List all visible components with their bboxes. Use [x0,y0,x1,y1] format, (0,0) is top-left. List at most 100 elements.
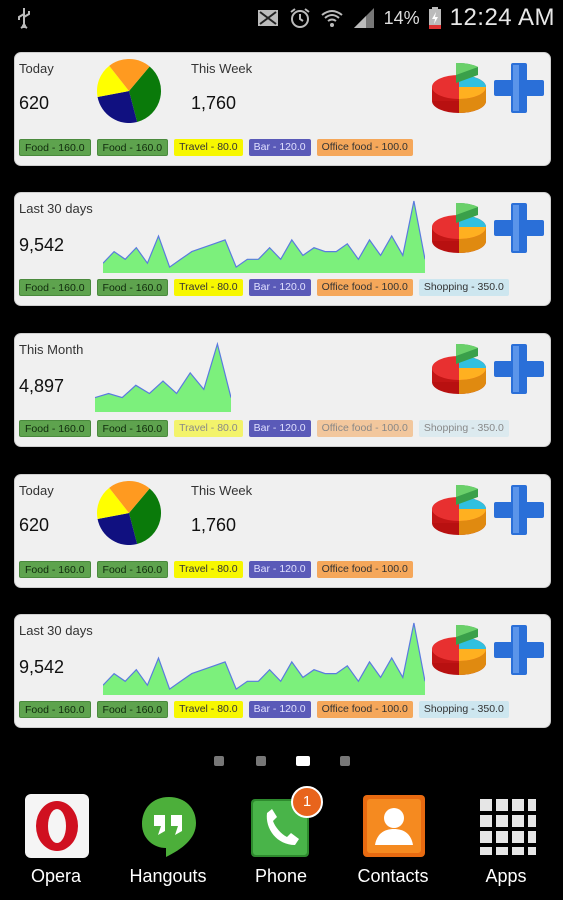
category-chip: Food - 160.0 [96,279,169,296]
contacts-icon[interactable] [361,793,427,859]
this-month-value: 4,897 [19,376,65,396]
this-week-label: This Week [191,483,253,498]
category-chip: Travel - 80.0 [174,561,243,578]
category-pie-chart [97,59,161,123]
category-chip: Food - 160.0 [19,701,91,718]
pie-slice-office-food [109,59,150,91]
open-report-icon[interactable] [428,57,490,119]
add-expense-button[interactable] [492,483,546,537]
open-report-icon[interactable] [428,338,490,400]
page-dot[interactable] [214,756,224,766]
category-pie-chart [97,481,161,545]
category-chip: Food - 160.0 [96,420,169,437]
trend-area [95,344,231,412]
category-chip: Food - 160.0 [19,561,91,578]
category-chip: Travel - 80.0 [174,139,243,156]
expense-widget-today[interactable]: Today 620 This Week 1,760 Food - 160.0 Fo… [14,52,551,166]
trend-chart [103,200,425,273]
this-month-label: This Month [19,342,84,357]
category-chips: Food - 160.0 Food - 160.0 Travel - 80.0 Bar… [19,420,509,437]
opera-icon[interactable] [24,793,90,859]
trend-line [103,622,425,691]
trend-chart [95,341,231,412]
apps-grid-icon[interactable] [474,793,540,859]
today-value: 620 [19,93,50,113]
open-report-icon[interactable] [428,197,490,259]
last-30-days-value: 9,542 [19,657,65,677]
pie-slice-office-food [109,481,150,513]
dock-label: Contacts [357,866,429,886]
pie-slice-food [129,66,161,122]
category-chip: Shopping - 350.0 [418,420,509,437]
page-dot[interactable] [296,756,310,766]
pie-slice-bar [97,91,138,123]
add-expense-button[interactable] [492,61,546,115]
category-chip: Office food - 100.0 [316,701,413,718]
battery-charging-icon [428,7,441,29]
page-dot[interactable] [340,756,350,766]
today-value: 620 [19,515,50,535]
category-chip: Food - 160.0 [19,420,91,437]
category-chips: Food - 160.0 Food - 160.0 Travel - 80.0 Bar… [19,139,413,156]
this-week-value: 1,760 [191,515,237,535]
expense-widget-last-30-days[interactable]: Last 30 days 9,542 Food - 160.0 Food - 16… [14,614,551,728]
category-chips: Food - 160.0 Food - 160.0 Travel - 80.0 Bar… [19,701,509,718]
add-expense-button[interactable] [492,623,546,677]
category-chip: Office food - 100.0 [316,139,413,156]
category-chip: Food - 160.0 [96,701,169,718]
category-chips: Food - 160.0 Food - 160.0 Travel - 80.0 Bar… [19,561,413,578]
pie-slice-travel [97,65,129,97]
trend-line [103,200,425,269]
today-label: Today [19,483,54,498]
trend-line [95,341,231,399]
category-chip: Shopping - 350.0 [418,701,509,718]
category-chip: Bar - 120.0 [248,139,311,156]
sim-icon [257,10,278,26]
category-chip: Shopping - 350.0 [418,279,509,296]
category-chip: Food - 160.0 [96,561,169,578]
last-30-days-label: Last 30 days [19,201,93,216]
this-week-label: This Week [191,61,253,76]
trend-chart [103,622,425,695]
last-30-days-label: Last 30 days [19,623,93,638]
category-chip: Travel - 80.0 [174,420,243,437]
status-bar: 14% 12:24 AM [0,0,563,36]
missed-call-badge: 1 [291,786,323,818]
page-indicator[interactable] [0,756,563,768]
page-dot[interactable] [256,756,266,766]
category-chip: Bar - 120.0 [248,561,311,578]
alarm-icon [289,8,310,28]
hangouts-icon[interactable] [136,793,202,859]
category-chip: Travel - 80.0 [174,279,243,296]
trend-area [103,201,425,273]
pie-slice-bar [97,513,138,545]
category-chips: Food - 160.0 Food - 160.0 Travel - 80.0 Bar… [19,279,509,296]
signal-icon [353,8,374,28]
last-30-days-value: 9,542 [19,235,65,255]
trend-area [103,623,425,695]
category-chip: Food - 160.0 [19,139,91,156]
category-chip: Office food - 100.0 [316,420,413,437]
expense-widget-last-30-days[interactable]: Last 30 days 9,542 Food - 160.0 Food - 16… [14,192,551,306]
add-expense-button[interactable] [492,342,546,396]
open-report-icon[interactable] [428,479,490,541]
dock-label: Apps [485,866,527,886]
open-report-icon[interactable] [428,619,490,681]
usb-icon [18,8,30,29]
category-chip: Travel - 80.0 [174,701,243,718]
dock-label: Phone [254,866,308,886]
dock-label: Hangouts [129,866,207,886]
expense-widget-today[interactable]: Today 620 This Week 1,760 Food - 160.0 Fo… [14,474,551,588]
category-chip: Office food - 100.0 [316,561,413,578]
expense-widget-this-month[interactable]: This Month 4,897 Food - 160.0 Food - 160.… [14,333,551,447]
phone-icon[interactable] [249,793,315,859]
this-week-value: 1,760 [191,93,237,113]
clock: 12:24 AM [449,4,555,31]
add-expense-button[interactable] [492,201,546,255]
app-dock: Opera Hangouts 1 Phone Contacts [0,786,563,900]
battery-percent: 14% [383,7,420,28]
category-chip: Bar - 120.0 [248,701,311,718]
pie-slice-travel [97,487,129,519]
category-chip: Food - 160.0 [96,139,169,156]
category-chip: Office food - 100.0 [316,279,413,296]
